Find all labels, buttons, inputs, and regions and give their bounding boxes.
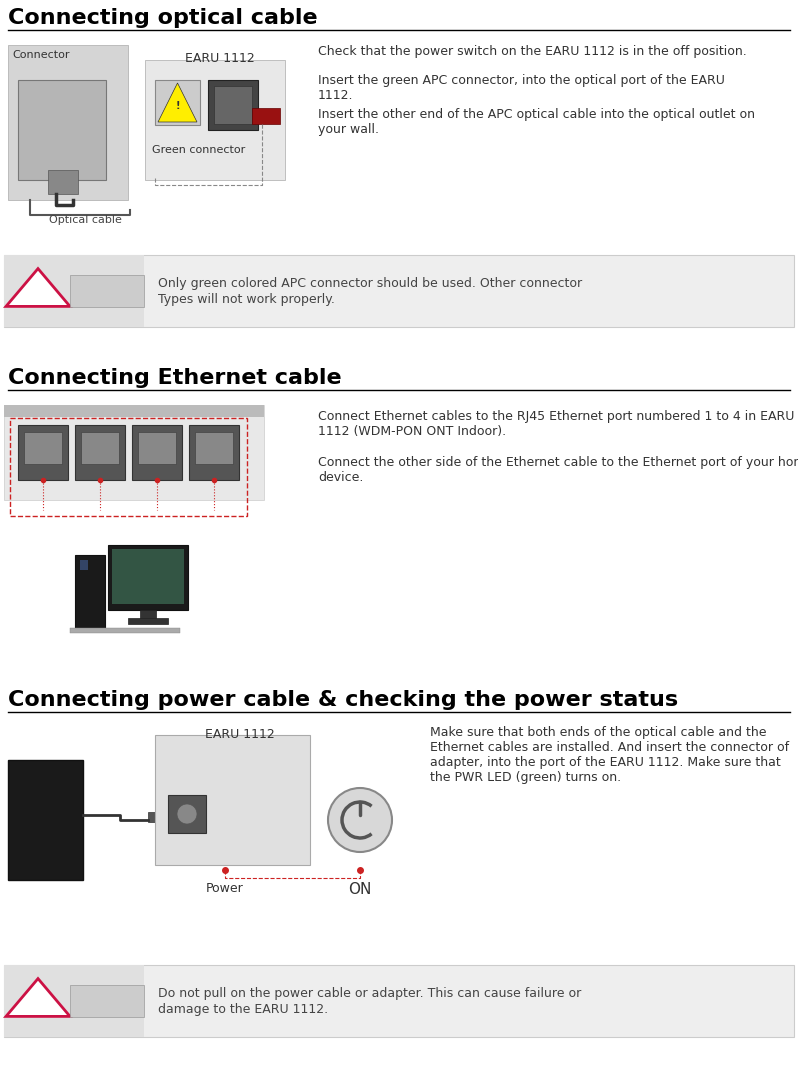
Bar <box>208 80 258 130</box>
Bar <box>112 549 184 604</box>
Bar <box>48 170 78 194</box>
Polygon shape <box>6 269 70 307</box>
Polygon shape <box>158 83 197 122</box>
Bar <box>168 795 206 833</box>
Text: Check that the power switch on the EARU 1112 is in the off position.: Check that the power switch on the EARU … <box>318 45 747 58</box>
Bar <box>252 108 280 124</box>
Bar <box>132 426 182 480</box>
Text: Green connector: Green connector <box>152 145 245 156</box>
Bar <box>128 618 168 624</box>
Circle shape <box>328 788 392 852</box>
FancyBboxPatch shape <box>8 45 128 200</box>
Text: CAUTION: CAUTION <box>79 996 135 1005</box>
Bar <box>138 432 176 464</box>
Bar <box>75 426 125 480</box>
Text: Only green colored APC connector should be used. Other connector: Only green colored APC connector should … <box>158 276 582 289</box>
Text: Optical cable: Optical cable <box>49 215 121 225</box>
Text: CAUTION: CAUTION <box>79 286 135 296</box>
FancyBboxPatch shape <box>70 985 144 1017</box>
Text: Insert the green APC connector, into the optical port of the EARU
1112.: Insert the green APC connector, into the… <box>318 75 725 102</box>
FancyBboxPatch shape <box>4 255 794 327</box>
Text: Power: Power <box>206 882 244 895</box>
Bar <box>4 405 264 417</box>
Bar <box>81 432 119 464</box>
Circle shape <box>177 804 197 824</box>
Bar <box>195 432 233 464</box>
Text: damage to the EARU 1112.: damage to the EARU 1112. <box>158 1002 328 1015</box>
Text: Connecting optical cable: Connecting optical cable <box>8 8 318 28</box>
FancyBboxPatch shape <box>145 60 285 180</box>
Bar <box>18 426 68 480</box>
Text: !: ! <box>176 102 180 111</box>
FancyBboxPatch shape <box>4 255 144 327</box>
Bar <box>148 812 162 822</box>
FancyBboxPatch shape <box>155 735 310 865</box>
Bar <box>155 80 200 125</box>
Bar <box>108 545 188 610</box>
Bar <box>8 760 83 880</box>
Text: ON: ON <box>348 882 372 897</box>
Text: Do not pull on the power cable or adapter. This can cause failure or: Do not pull on the power cable or adapte… <box>158 986 581 999</box>
FancyBboxPatch shape <box>4 966 794 1037</box>
Text: !: ! <box>34 283 42 302</box>
Bar <box>214 86 252 124</box>
Text: Connecting Ethernet cable: Connecting Ethernet cable <box>8 368 342 388</box>
Text: Connect Ethernet cables to the RJ45 Ethernet port numbered 1 to 4 in EARU
1112 (: Connect Ethernet cables to the RJ45 Ethe… <box>318 410 794 438</box>
Bar <box>24 432 62 464</box>
Polygon shape <box>6 978 70 1016</box>
Bar <box>18 80 106 180</box>
Text: Connecting power cable & checking the power status: Connecting power cable & checking the po… <box>8 690 678 710</box>
Bar <box>75 555 105 630</box>
Text: EARU 1112: EARU 1112 <box>185 52 255 65</box>
Text: EARU 1112: EARU 1112 <box>205 728 275 741</box>
Text: Connector: Connector <box>12 50 69 60</box>
FancyBboxPatch shape <box>4 405 264 500</box>
Text: Connect the other side of the Ethernet cable to the Ethernet port of your home
d: Connect the other side of the Ethernet c… <box>318 456 798 484</box>
Bar <box>189 426 239 480</box>
Bar <box>80 561 88 570</box>
Bar <box>140 610 156 620</box>
FancyBboxPatch shape <box>4 966 144 1037</box>
Text: !: ! <box>34 994 42 1013</box>
Text: Insert the other end of the APC optical cable into the optical outlet on
your wa: Insert the other end of the APC optical … <box>318 108 755 136</box>
FancyBboxPatch shape <box>70 275 144 307</box>
Bar <box>70 627 180 633</box>
Text: Make sure that both ends of the optical cable and the
Ethernet cables are instal: Make sure that both ends of the optical … <box>430 726 789 784</box>
Text: Types will not work properly.: Types will not work properly. <box>158 293 335 306</box>
